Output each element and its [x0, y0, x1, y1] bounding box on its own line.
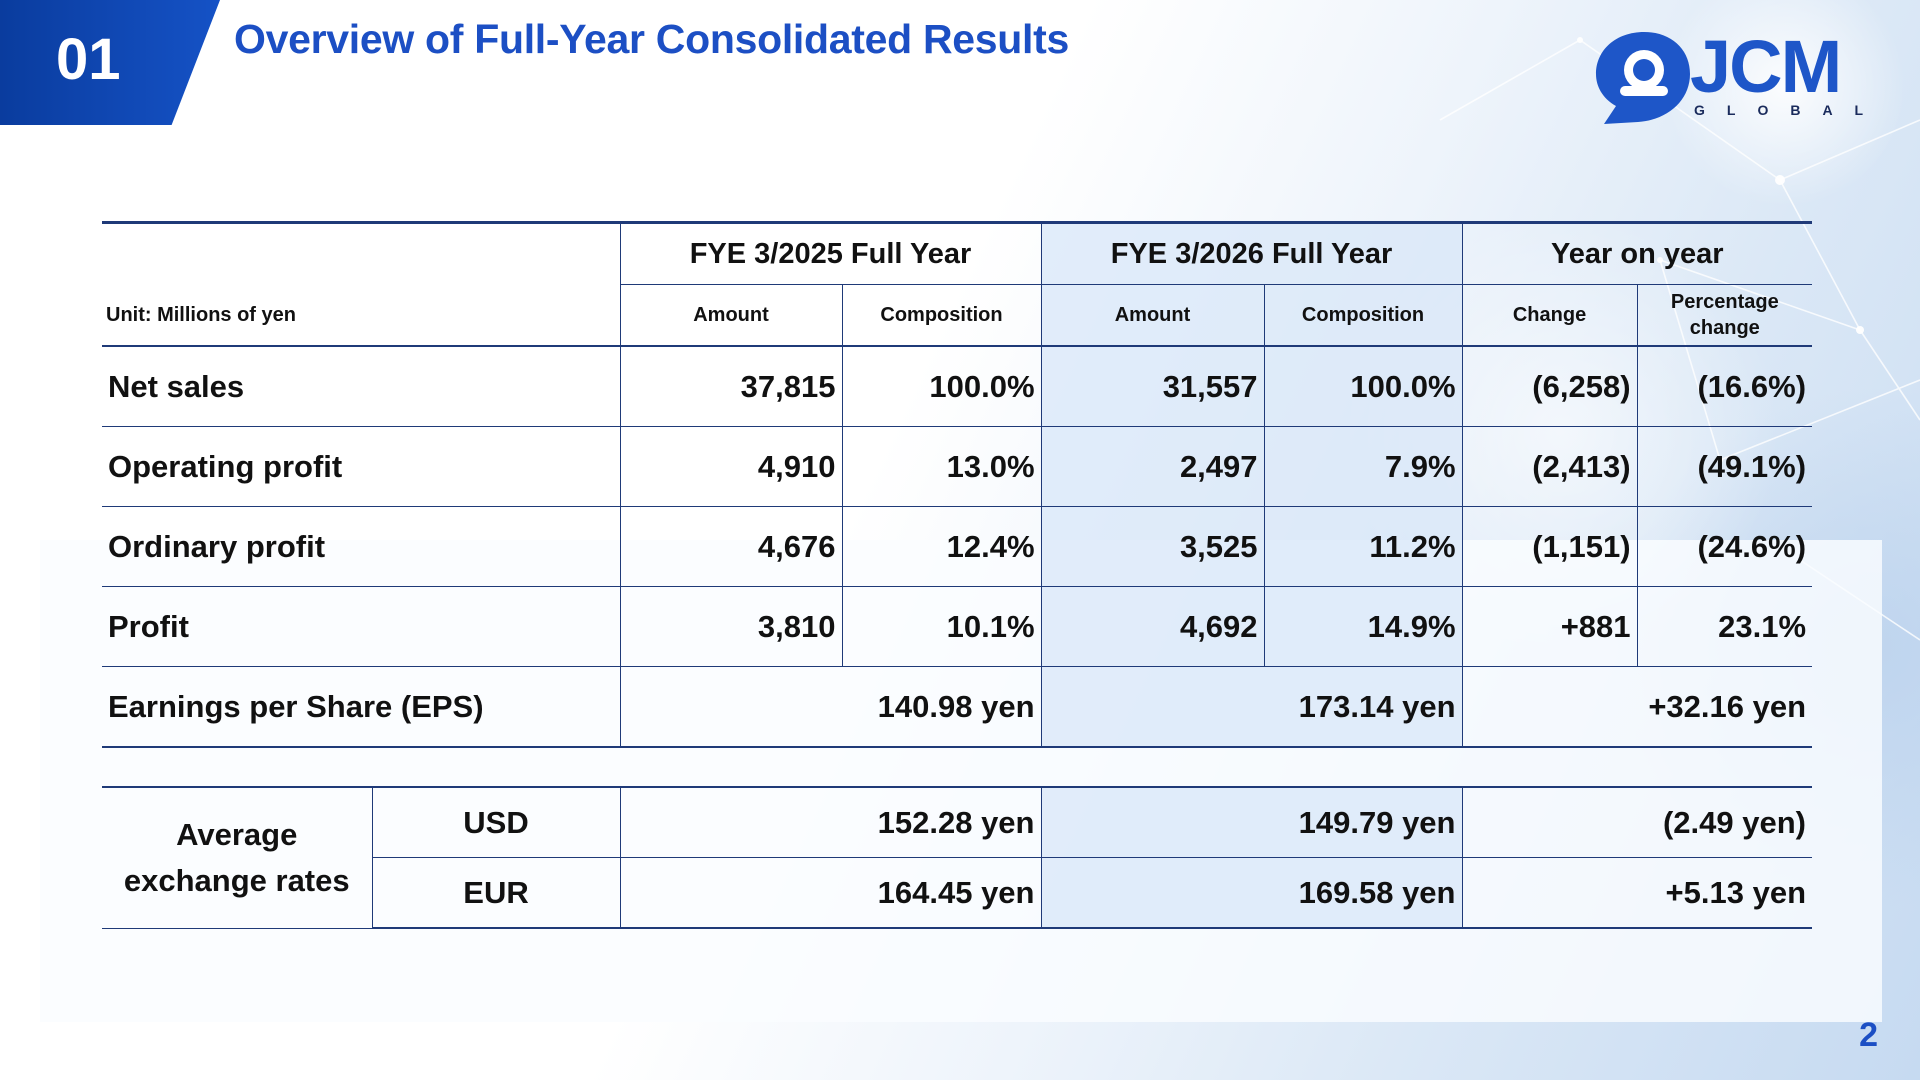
fy2026-composition: 100.0% — [1263, 346, 1463, 427]
section-number: 01 — [56, 27, 121, 92]
fy2026-amount: 4,692 — [1040, 586, 1265, 667]
exchange-rate-table: Average exchange rates USD 152.28 yen 14… — [102, 786, 1812, 929]
page-number: 2 — [1859, 1016, 1878, 1054]
fx-fy2026: 149.79 yen — [1040, 786, 1462, 858]
eps-fy2026: 173.14 yen — [1040, 666, 1463, 748]
unit-label: Unit: Millions of yen — [102, 284, 620, 347]
currency-code: USD — [371, 786, 620, 858]
row-label: Ordinary profit — [102, 506, 620, 587]
fy2025-composition: 10.1% — [841, 586, 1042, 667]
fy2025-amount: 4,676 — [619, 506, 842, 587]
results-table: FYE 3/2025 Full Year FYE 3/2026 Full Yea… — [102, 221, 1813, 748]
row-label: Profit — [102, 586, 620, 667]
subheader-amount-2025: Amount — [619, 284, 842, 347]
fy2026-composition: 14.9% — [1263, 586, 1463, 667]
row-label: Operating profit — [102, 426, 620, 507]
yoy-percentage-change: (49.1%) — [1636, 426, 1813, 507]
table-row: Operating profit 4,910 13.0% 2,497 7.9% … — [102, 426, 1813, 507]
eps-row: Earnings per Share (EPS) 140.98 yen 173.… — [102, 666, 1813, 748]
yoy-percentage-change: 23.1% — [1636, 586, 1813, 667]
subheader-change: Change — [1461, 284, 1638, 347]
header-fy2026: FYE 3/2026 Full Year — [1040, 221, 1463, 285]
yoy-change: +881 — [1461, 586, 1638, 667]
yoy-percentage-change: (16.6%) — [1636, 346, 1813, 427]
fx-yoy: +5.13 yen — [1461, 857, 1812, 929]
yoy-change: (2,413) — [1461, 426, 1638, 507]
header-fy2025: FYE 3/2025 Full Year — [619, 221, 1042, 285]
eps-label: Earnings per Share (EPS) — [102, 666, 620, 748]
fy2025-amount: 4,910 — [619, 426, 842, 507]
fx-row-usd: Average exchange rates USD 152.28 yen 14… — [102, 786, 1812, 929]
currency-code: EUR — [371, 857, 620, 929]
fy2026-amount: 3,525 — [1040, 506, 1265, 587]
fx-label-line1: Average — [176, 816, 298, 852]
logo-subtitle: GLOBAL — [1694, 102, 1886, 118]
table-row: Profit 3,810 10.1% 4,692 14.9% +881 23.1… — [102, 586, 1813, 667]
yoy-change: (1,151) — [1461, 506, 1638, 587]
fx-fy2026: 169.58 yen — [1040, 857, 1462, 929]
table-row: Ordinary profit 4,676 12.4% 3,525 11.2% … — [102, 506, 1813, 587]
fy2026-composition: 7.9% — [1263, 426, 1463, 507]
subheader-composition-2025: Composition — [841, 284, 1042, 347]
page-title: Overview of Full-Year Consolidated Resul… — [234, 16, 1069, 62]
logo-wordmark: JCM — [1690, 25, 1842, 108]
header-blank — [102, 221, 620, 285]
fx-fy2025: 164.45 yen — [619, 857, 1041, 929]
header-yoy: Year on year — [1461, 221, 1813, 285]
jcm-global-logo: JCM GLOBAL — [1594, 25, 1886, 126]
yoy-change: (6,258) — [1461, 346, 1638, 427]
fy2025-composition: 100.0% — [841, 346, 1042, 427]
group-header-row: FYE 3/2025 Full Year FYE 3/2026 Full Yea… — [102, 221, 1813, 285]
table-row: Net sales 37,815 100.0% 31,557 100.0% (6… — [102, 346, 1813, 427]
subheader-amount-2026: Amount — [1040, 284, 1265, 347]
fy2026-amount: 2,497 — [1040, 426, 1265, 507]
logo-emblem-icon — [1596, 32, 1690, 124]
eps-fy2025: 140.98 yen — [619, 666, 1042, 748]
fx-label: Average exchange rates — [102, 786, 372, 929]
sub-header-row: Unit: Millions of yen Amount Composition… — [102, 284, 1813, 347]
subheader-percentage-change: Percentage change — [1636, 284, 1813, 347]
fx-fy2025: 152.28 yen — [619, 786, 1041, 858]
yoy-percentage-change: (24.6%) — [1636, 506, 1813, 587]
eps-yoy: +32.16 yen — [1461, 666, 1813, 748]
fy2026-amount: 31,557 — [1040, 346, 1265, 427]
subheader-composition-2026: Composition — [1263, 284, 1463, 347]
fy2025-composition: 13.0% — [841, 426, 1042, 507]
fx-row-eur: EUR 164.45 yen 169.58 yen +5.13 yen — [102, 857, 1812, 929]
fx-label-line2: exchange rates — [123, 862, 350, 898]
fy2025-amount: 37,815 — [619, 346, 842, 427]
fy2025-composition: 12.4% — [841, 506, 1042, 587]
row-label: Net sales — [102, 346, 620, 427]
fy2026-composition: 11.2% — [1263, 506, 1463, 587]
fy2025-amount: 3,810 — [619, 586, 842, 667]
fx-yoy: (2.49 yen) — [1461, 786, 1812, 858]
